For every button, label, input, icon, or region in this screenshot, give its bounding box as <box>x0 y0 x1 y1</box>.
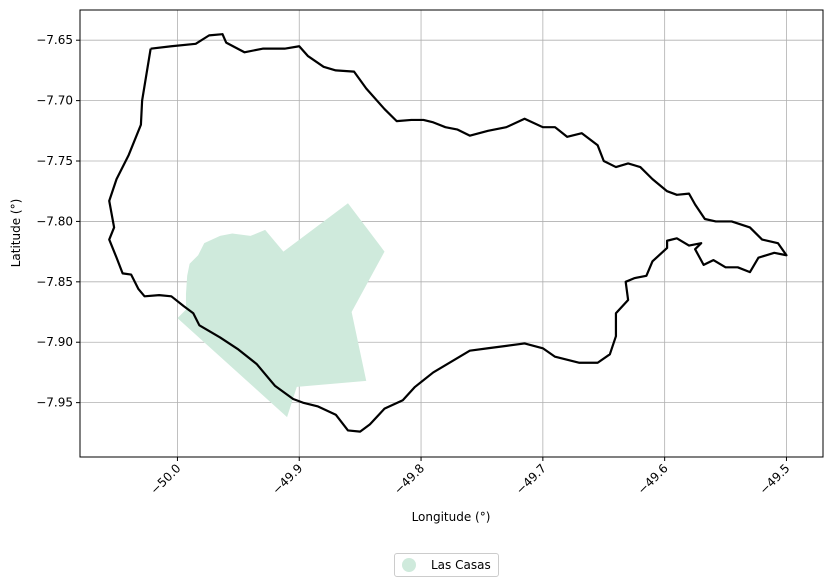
legend: Las Casas <box>394 553 499 577</box>
x-tick-label-2: −49.8 <box>391 461 427 497</box>
y-tick-label-6: −7.95 <box>36 396 73 410</box>
legend-label-las-casas: Las Casas <box>431 558 491 572</box>
y-tick-label-2: −7.75 <box>36 154 73 168</box>
plot-frame <box>79 9 824 458</box>
x-tick-label-5: −49.5 <box>757 461 793 497</box>
map-layers <box>108 33 788 433</box>
x-tick-label-4: −49.6 <box>635 461 671 497</box>
x-tick-label-0: −50.0 <box>148 461 184 497</box>
axis-ticks: −50.0 −49.9 −49.8 −49.7 −49.6 −49.5 −7.65 −7.70… <box>36 33 792 497</box>
y-tick-label-0: −7.65 <box>36 33 73 47</box>
municipality-boundary <box>108 33 788 433</box>
x-tick-label-1: −49.9 <box>269 461 305 497</box>
gridlines <box>80 10 823 457</box>
x-axis-label: Longitude (°) <box>412 510 491 524</box>
legend-marker-las-casas <box>402 558 416 572</box>
y-tick-label-4: −7.85 <box>36 275 73 289</box>
y-tick-label-3: −7.80 <box>36 214 73 228</box>
y-tick-label-1: −7.70 <box>36 94 73 108</box>
y-axis-label: Latitude (°) <box>9 199 23 268</box>
y-tick-label-5: −7.90 <box>36 335 73 349</box>
x-tick-label-3: −49.7 <box>513 461 549 497</box>
las-casas-area <box>177 203 385 418</box>
